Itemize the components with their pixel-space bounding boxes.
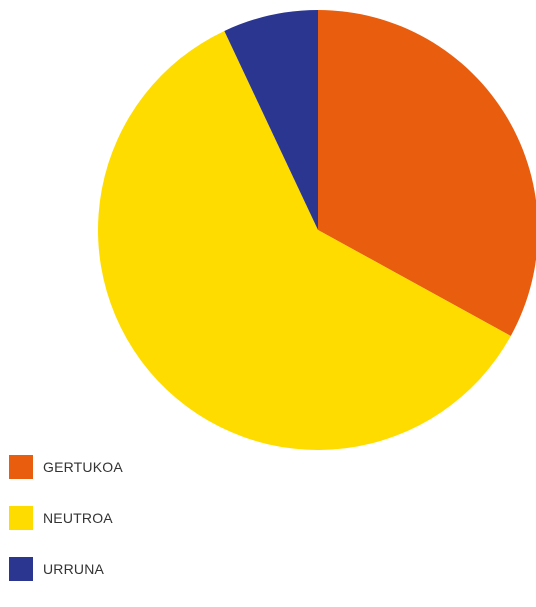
pie-slice-neutroa: [98, 30, 511, 450]
legend-label: NEUTROA: [43, 510, 113, 526]
pie-slice-gertukoa: [318, 10, 536, 336]
pie-chart: [98, 10, 536, 450]
legend-swatch: [9, 455, 33, 479]
legend-item-gertukoa: GERTUKOA: [9, 454, 123, 480]
pie-slice-urruna: [224, 10, 318, 230]
legend-item-urruna: URRUNA: [9, 556, 123, 582]
legend: GERTUKOA NEUTROA URRUNA: [9, 454, 123, 607]
legend-item-neutroa: NEUTROA: [9, 505, 123, 531]
legend-swatch: [9, 557, 33, 581]
legend-swatch: [9, 506, 33, 530]
legend-label: GERTUKOA: [43, 459, 123, 475]
legend-label: URRUNA: [43, 561, 105, 577]
